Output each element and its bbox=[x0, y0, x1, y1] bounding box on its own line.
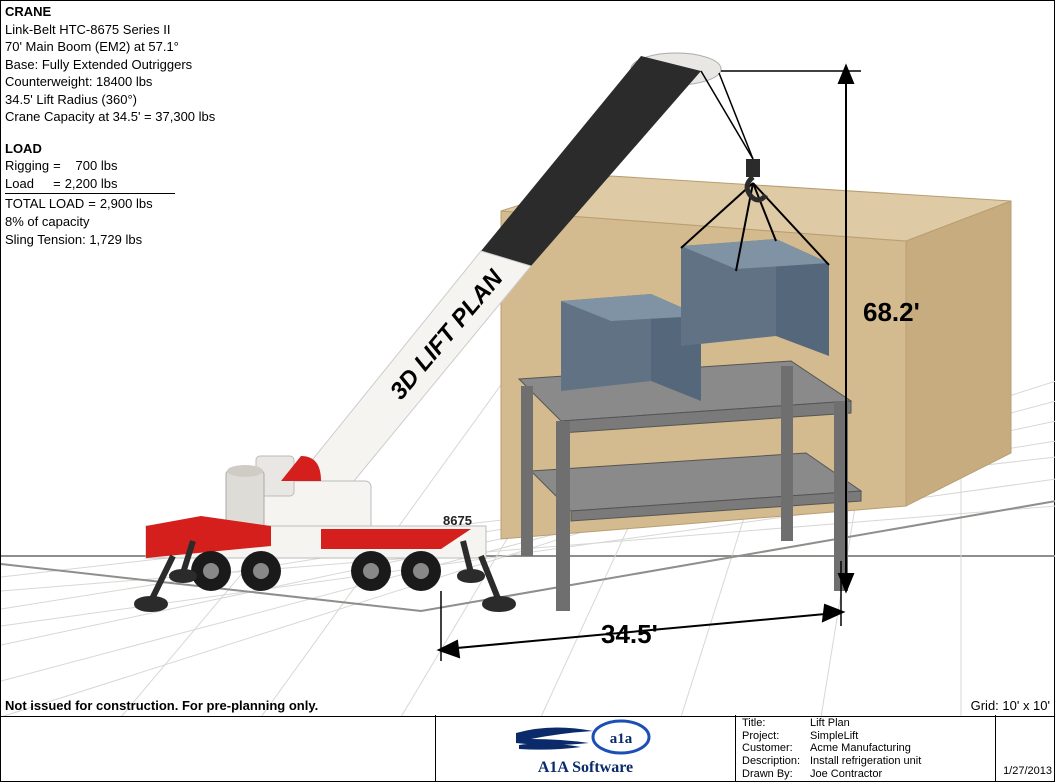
crane-heading: CRANE bbox=[5, 3, 215, 21]
truck-model-number: 8675 bbox=[443, 513, 472, 528]
crane-base: Base: Fully Extended Outriggers bbox=[5, 56, 215, 74]
title-block-fields: Title:Lift Plan Project:SimpleLift Custo… bbox=[736, 715, 996, 781]
spec-block: CRANE Link-Belt HTC-8675 Series II 70' M… bbox=[5, 3, 215, 248]
platform bbox=[519, 361, 861, 611]
crane-model: Link-Belt HTC-8675 Series II bbox=[5, 21, 215, 39]
dimension-horizontal-label: 34.5' bbox=[601, 619, 658, 650]
disclaimer-text: Not issued for construction. For pre-pla… bbox=[5, 698, 318, 713]
crane-boom-spec: 70' Main Boom (EM2) at 57.1° bbox=[5, 38, 215, 56]
grid-note: Grid: 10' x 10' bbox=[971, 698, 1050, 713]
load-table: Rigging=700 lbs Load=2,200 lbs bbox=[5, 157, 121, 192]
crane-radius: 34.5' Lift Radius (360°) bbox=[5, 91, 215, 109]
load-heading: LOAD bbox=[5, 140, 215, 158]
crane-counterweight: Counterweight: 18400 lbs bbox=[5, 73, 215, 91]
boom-text: 3D LIFT PLAN bbox=[385, 264, 509, 404]
load-sling: Sling Tension: 1,729 lbs bbox=[5, 231, 215, 249]
logo-icon: a1a bbox=[511, 719, 661, 757]
dimension-vertical-label: 68.2' bbox=[863, 297, 920, 328]
drawing-viewport: 3D LIFT PLAN 8675 bbox=[1, 1, 1055, 717]
load-pct: 8% of capacity bbox=[5, 213, 215, 231]
company-name: A1A Software bbox=[538, 759, 633, 777]
title-block: a1a A1A Software Title:Lift Plan Project… bbox=[1, 715, 1055, 781]
crane-capacity: Crane Capacity at 34.5' = 37,300 lbs bbox=[5, 108, 215, 126]
company-logo: a1a A1A Software bbox=[436, 715, 736, 781]
load-total: TOTAL LOAD=2,900 lbs bbox=[5, 195, 157, 213]
title-block-date: 1/27/2013 bbox=[996, 715, 1055, 781]
svg-text:a1a: a1a bbox=[609, 731, 632, 747]
